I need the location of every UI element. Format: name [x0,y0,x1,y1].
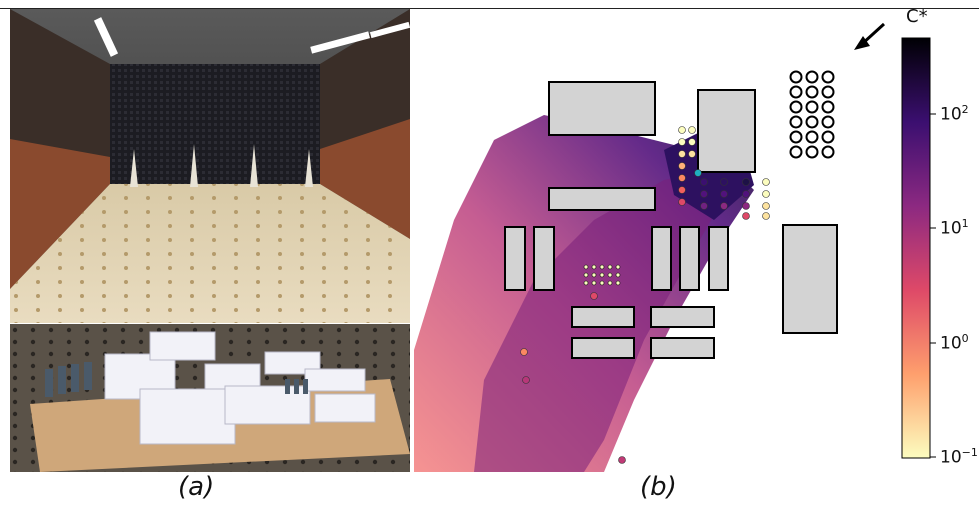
colorbar-tick-label: 101 [940,217,969,239]
city-model-photo [10,324,410,472]
colorbar-tick-label: 10−1 [940,446,978,468]
wind-tunnel-photo [10,9,410,323]
top-rule [0,8,979,9]
caption-b: (b) [640,472,677,502]
caption-a: (a) [178,472,215,502]
colorbar-tick-label: 102 [940,103,969,125]
buildings [504,81,838,359]
colorbar [901,37,931,459]
measurement-points [520,126,770,464]
wind-direction-arrow-icon [854,22,886,50]
sensor-array [789,70,835,159]
colorbar-title: C* [906,6,928,27]
dense-sensor-block [583,264,621,286]
concentration-map [414,20,976,472]
colorbar-tick-label: 100 [940,332,969,354]
